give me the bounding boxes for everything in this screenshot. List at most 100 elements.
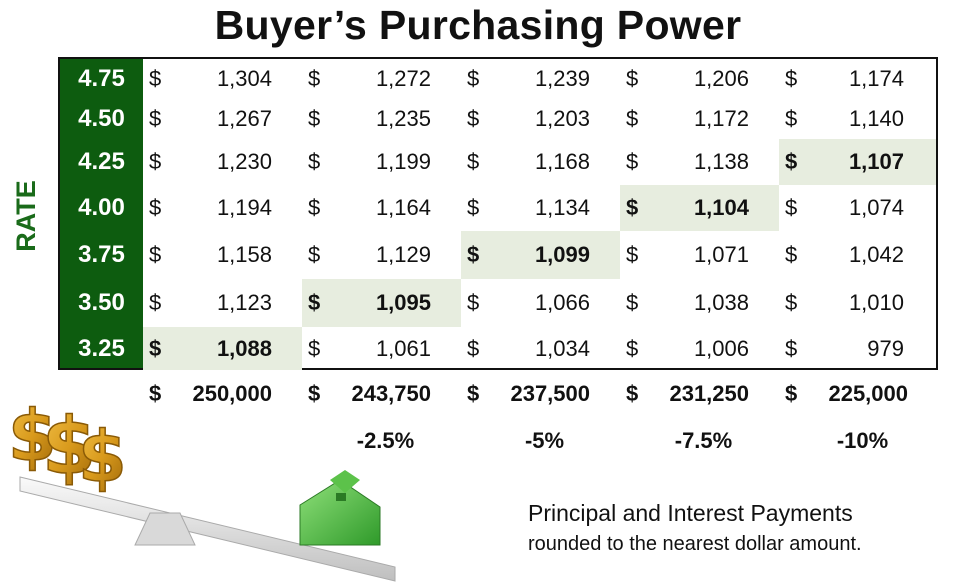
currency-symbol: $ [785, 185, 797, 231]
payment-amount: 1,107 [849, 139, 904, 185]
rate-cell: 4.25 [60, 139, 143, 185]
payment-cell: $1,164 [302, 185, 461, 231]
currency-symbol: $ [467, 185, 479, 231]
currency-symbol: $ [149, 327, 161, 370]
page-title: Buyer’s Purchasing Power [0, 2, 956, 49]
currency-symbol: $ [149, 231, 161, 279]
payment-cell: $1,172 [620, 99, 779, 139]
payment-cell: $1,239 [461, 59, 620, 99]
currency-symbol: $ [626, 59, 638, 99]
currency-symbol: $ [785, 139, 797, 185]
payment-amount: 1,074 [849, 185, 904, 231]
payment-cell: $1,088 [143, 327, 302, 370]
rate-cell: 3.50 [60, 279, 143, 327]
payment-cell: $1,066 [461, 279, 620, 327]
currency-symbol: $ [626, 279, 638, 327]
payment-amount: 1,158 [217, 231, 272, 279]
payment-cell: $1,038 [620, 279, 779, 327]
payment-amount: 1,099 [535, 231, 590, 279]
currency-symbol: $ [308, 279, 320, 327]
payment-amount: 1,164 [376, 185, 431, 231]
payment-amount: 1,061 [376, 327, 431, 370]
payment-cell: $1,138 [620, 139, 779, 185]
payment-cell: $1,158 [143, 231, 302, 279]
currency-symbol: $ [785, 59, 797, 99]
payment-cell: $1,006 [620, 327, 779, 370]
payment-cell: $1,099 [461, 231, 620, 279]
table-row: 4.25 $1,230 $1,199 $1,168 $1,138 $1,107 [60, 139, 936, 185]
payment-amount: 1,140 [849, 99, 904, 139]
currency-symbol: $ [626, 378, 638, 410]
home-price: $225,000 [781, 378, 940, 410]
payment-cell: $1,304 [143, 59, 302, 99]
currency-symbol: $ [149, 279, 161, 327]
payment-amount: 1,230 [217, 139, 272, 185]
payment-cell: $1,134 [461, 185, 620, 231]
payment-amount: 1,104 [694, 185, 749, 231]
currency-symbol: $ [467, 231, 479, 279]
price-change-percent: -5% [465, 428, 624, 454]
payment-cell: $1,203 [461, 99, 620, 139]
payment-cell: $1,267 [143, 99, 302, 139]
table-row: 3.75 $1,158 $1,129 $1,099 $1,071 $1,042 [60, 231, 936, 279]
payment-cell: $1,230 [143, 139, 302, 185]
payment-amount: 1,194 [217, 185, 272, 231]
payment-amount: 1,267 [217, 99, 272, 139]
payment-cell: $1,140 [779, 99, 936, 139]
currency-symbol: $ [785, 279, 797, 327]
payment-cell: $1,194 [143, 185, 302, 231]
payment-amount: 1,199 [376, 139, 431, 185]
price-amount: 225,000 [828, 378, 908, 410]
payment-amount: 1,066 [535, 279, 590, 327]
currency-symbol: $ [149, 185, 161, 231]
payment-amount: 1,174 [849, 59, 904, 99]
payment-cell: $1,123 [143, 279, 302, 327]
payment-amount: 1,168 [535, 139, 590, 185]
payment-table: 4.75 $1,304 $1,272 $1,239 $1,206 $1,174 4.50 $1… [58, 57, 938, 370]
seesaw-illustration: $ $ $ [0, 385, 420, 585]
payment-amount: 1,088 [217, 327, 272, 370]
payment-cell: $1,129 [302, 231, 461, 279]
rate-cell: 3.25 [60, 327, 143, 370]
payment-cell: $1,042 [779, 231, 936, 279]
currency-symbol: $ [467, 279, 479, 327]
currency-symbol: $ [149, 139, 161, 185]
rate-axis-label: RATE [8, 176, 44, 256]
payment-cell: $1,272 [302, 59, 461, 99]
payment-amount: 1,042 [849, 231, 904, 279]
payment-amount: 1,071 [694, 231, 749, 279]
currency-symbol: $ [308, 99, 320, 139]
footnote-line-1: Principal and Interest Payments [528, 500, 853, 527]
payment-cell: $1,107 [779, 139, 936, 185]
price-change-percent: -7.5% [624, 428, 783, 454]
price-amount: 231,250 [669, 378, 749, 410]
payment-amount: 1,304 [217, 59, 272, 99]
payment-cell: $1,074 [779, 185, 936, 231]
currency-symbol: $ [626, 139, 638, 185]
table-row: 3.25 $1,088 $1,061 $1,034 $1,006 $979 [60, 327, 936, 370]
payment-cell: $1,235 [302, 99, 461, 139]
payment-amount: 1,038 [694, 279, 749, 327]
payment-amount: 1,172 [694, 99, 749, 139]
payment-amount: 1,206 [694, 59, 749, 99]
rate-cell: 4.00 [60, 185, 143, 231]
payment-cell: $1,061 [302, 327, 461, 370]
payment-cell: $1,168 [461, 139, 620, 185]
table-row: 4.00 $1,194 $1,164 $1,134 $1,104 $1,074 [60, 185, 936, 231]
payment-amount: 1,129 [376, 231, 431, 279]
currency-symbol: $ [467, 99, 479, 139]
green-house-icon [300, 470, 380, 545]
currency-symbol: $ [785, 99, 797, 139]
home-price: $231,250 [622, 378, 781, 410]
footnote-line-2: rounded to the nearest dollar amount. [528, 533, 862, 556]
table-row: 3.50 $1,123 $1,095 $1,066 $1,038 $1,010 [60, 279, 936, 327]
payment-cell: $979 [779, 327, 936, 370]
currency-symbol: $ [149, 59, 161, 99]
currency-symbol: $ [785, 378, 797, 410]
payment-cell: $1,199 [302, 139, 461, 185]
payment-amount: 1,095 [376, 279, 431, 327]
price-change-percent: -10% [783, 428, 942, 454]
payment-amount: 1,272 [376, 59, 431, 99]
payment-amount: 1,006 [694, 327, 749, 370]
payment-amount: 1,235 [376, 99, 431, 139]
